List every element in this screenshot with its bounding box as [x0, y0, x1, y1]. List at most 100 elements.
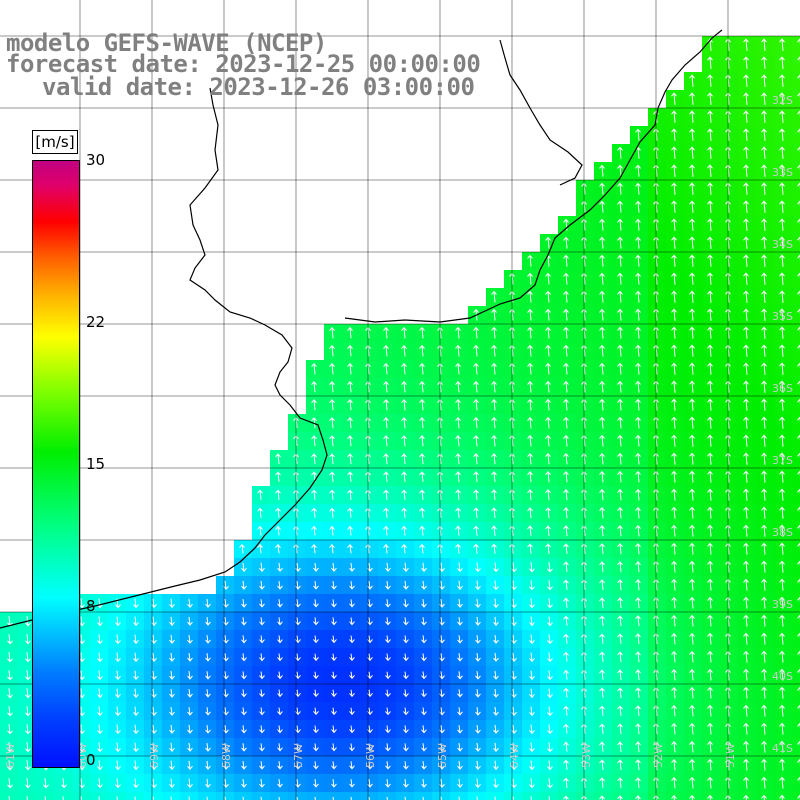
wind-cell — [756, 522, 775, 541]
wind-cell — [324, 432, 343, 451]
wind-arrow — [617, 362, 623, 375]
wind-cell — [540, 540, 559, 559]
wind-arrow — [25, 724, 31, 735]
wind-cell — [576, 234, 595, 253]
wind-cell — [594, 774, 613, 793]
wind-arrow — [331, 779, 337, 788]
wind-arrow — [707, 326, 713, 339]
wind-cell — [774, 738, 793, 757]
wind-cell — [594, 414, 613, 433]
wind-arrow — [455, 525, 461, 536]
wind-arrow — [797, 398, 800, 406]
wind-cell — [432, 468, 451, 487]
wind-arrow — [545, 543, 551, 554]
wind-arrow — [331, 581, 337, 590]
wind-arrow — [313, 635, 319, 644]
wind-cell — [684, 648, 703, 667]
wind-arrow — [599, 543, 605, 555]
wind-cell — [180, 792, 199, 800]
wind-cell — [684, 558, 703, 577]
wind-cell — [324, 324, 343, 343]
wind-cell — [738, 468, 757, 487]
wind-arrow — [599, 705, 605, 716]
wind-cell — [324, 540, 343, 559]
wind-arrow — [8, 796, 10, 800]
wind-cell — [774, 180, 793, 199]
wind-arrow — [635, 488, 641, 501]
wind-arrow — [239, 543, 245, 554]
wind-arrow — [797, 686, 800, 694]
wind-arrow — [707, 578, 713, 591]
wind-cell — [666, 756, 685, 775]
wind-arrow — [671, 362, 677, 375]
wind-cell — [486, 306, 505, 325]
wind-cell — [792, 216, 800, 235]
wind-arrow — [797, 110, 800, 118]
wind-cell — [360, 378, 379, 397]
wind-cell — [702, 522, 721, 541]
wind-arrow — [689, 290, 695, 303]
wind-arrow — [529, 580, 535, 591]
wind-arrow — [545, 272, 551, 285]
wind-cell — [774, 576, 793, 595]
wind-cell — [720, 738, 739, 757]
wind-cell — [648, 288, 667, 307]
wind-cell — [648, 342, 667, 361]
wind-cell — [504, 270, 523, 289]
wind-cell — [450, 414, 469, 433]
wind-cell — [360, 468, 379, 487]
wind-cell — [342, 504, 361, 523]
wind-arrow — [599, 597, 605, 609]
wind-arrow — [599, 344, 605, 357]
wind-cell — [756, 432, 775, 451]
wind-arrow — [455, 398, 461, 411]
wind-arrow — [241, 778, 247, 788]
wind-cell — [468, 504, 487, 523]
wind-cell — [504, 468, 523, 487]
wind-cell — [450, 324, 469, 343]
wind-arrow — [493, 706, 499, 716]
wind-arrow — [779, 110, 785, 123]
wind-arrow — [97, 670, 103, 681]
wind-arrow — [617, 380, 623, 393]
wind-arrow — [278, 796, 280, 800]
wind-arrow — [761, 632, 767, 645]
wind-arrow — [689, 146, 695, 159]
wind-arrow — [563, 398, 569, 411]
wind-cell — [756, 792, 775, 800]
wind-arrow — [313, 562, 319, 572]
wind-cell — [450, 342, 469, 361]
wind-arrow — [761, 56, 767, 69]
wind-cell — [558, 774, 577, 793]
wind-arrow — [761, 380, 767, 393]
wind-cell — [774, 666, 793, 685]
wind-arrow — [473, 471, 479, 483]
wind-arrow — [457, 778, 463, 788]
wind-arrow — [635, 597, 641, 609]
wind-arrow — [671, 146, 677, 159]
wind-arrow — [779, 488, 785, 501]
wind-arrow — [116, 796, 118, 800]
wind-cell — [630, 486, 649, 505]
wind-arrow — [313, 761, 319, 770]
wind-cell — [774, 396, 793, 415]
wind-cell — [432, 342, 451, 361]
wind-cell — [630, 774, 649, 793]
wind-arrow — [277, 725, 283, 734]
wind-cell — [522, 522, 541, 541]
wind-arrow — [385, 707, 391, 716]
wind-cell — [234, 540, 253, 559]
wind-cell — [522, 432, 541, 451]
wind-arrow — [761, 308, 767, 321]
wind-arrow — [115, 742, 121, 753]
wind-cell — [702, 720, 721, 739]
wind-arrow — [743, 416, 749, 429]
wind-cell — [702, 504, 721, 523]
wind-arrow — [493, 562, 499, 573]
wind-cell — [216, 792, 235, 800]
wind-arrow — [403, 580, 409, 590]
wind-arrow — [617, 777, 623, 789]
wind-arrow — [419, 398, 425, 411]
wind-arrow — [277, 562, 283, 572]
wind-cell — [324, 378, 343, 397]
